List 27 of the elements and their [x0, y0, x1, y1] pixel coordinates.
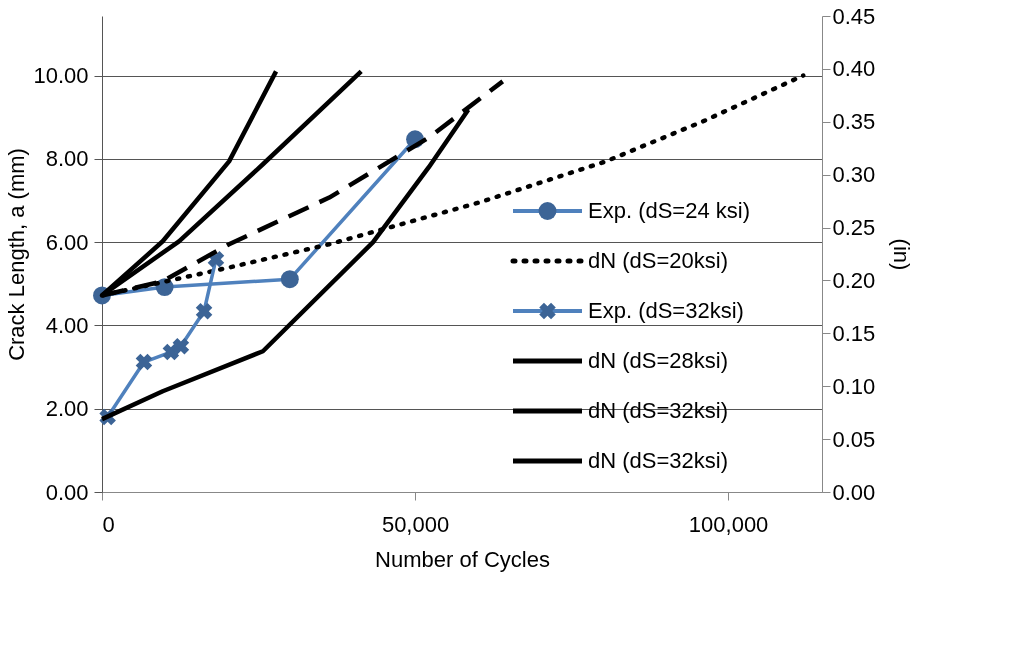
y-tick-label: 6.00: [45, 229, 89, 255]
y-axis-title: Crack Length, a (mm): [4, 148, 30, 361]
y2-tick-label: 0.20: [832, 267, 876, 293]
y-tick-label: 2.00: [45, 396, 89, 422]
y2-tick-label: 0.10: [832, 373, 876, 399]
y2-tick-label: 0.40: [832, 56, 876, 82]
y2-tick-label: 0.30: [832, 162, 876, 188]
legend-label: Exp. (dS=24 ksi): [588, 198, 751, 223]
y2-tick-label: 0.05: [832, 426, 876, 452]
legend-label: dN (dS=32ksi): [588, 448, 729, 473]
y-tick-label: 0.00: [45, 479, 89, 505]
y-tick-label: 8.00: [45, 146, 89, 172]
legend-label: Exp. (dS=32ksi): [588, 298, 744, 323]
y-tick-label: 4.00: [45, 312, 89, 338]
x-tick-label: 0: [102, 511, 115, 537]
x-axis-title: Number of Cycles: [375, 546, 550, 572]
y2-tick-label: 0.15: [832, 320, 876, 346]
y2-tick-label: 0.45: [832, 3, 876, 29]
y2-tick-label: 0.00: [832, 479, 876, 505]
legend-label: dN (dS=20ksi): [588, 248, 729, 273]
y2-axis-title: (in): [889, 238, 915, 271]
legend-label: dN (dS=28ksi): [588, 348, 729, 373]
y2-tick-label: 0.35: [832, 109, 876, 135]
x-tick-label: 100,000: [688, 511, 769, 537]
y-tick-label: 10.00: [33, 63, 89, 89]
y2-tick-label: 0.25: [832, 215, 876, 241]
x-tick-label: 50,000: [381, 511, 450, 537]
